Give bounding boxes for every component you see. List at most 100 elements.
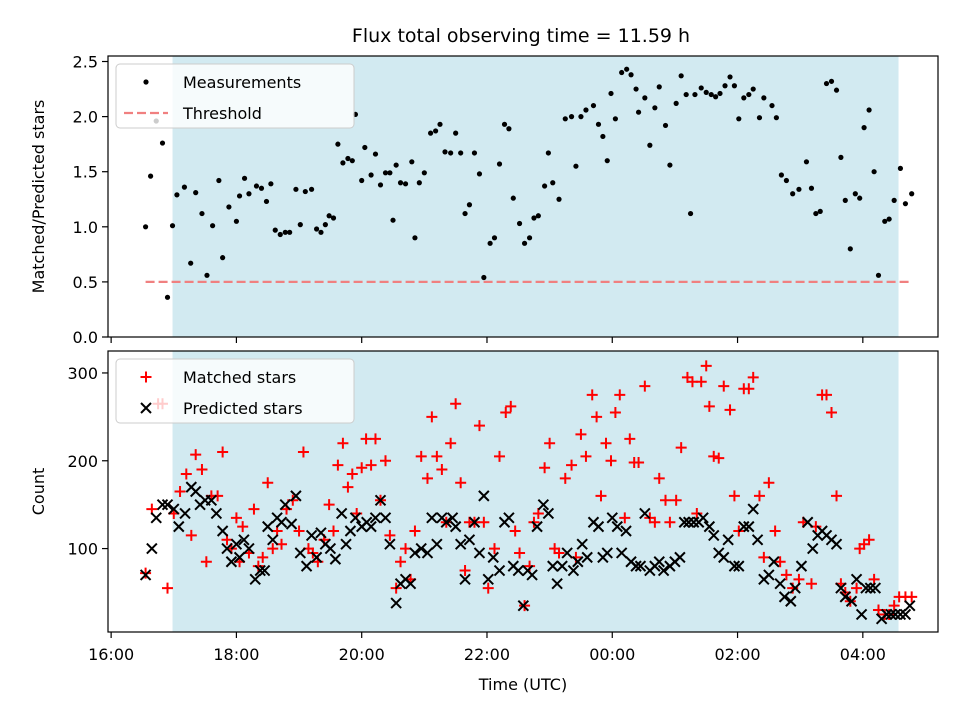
matched-star-point — [575, 428, 587, 440]
measurement-point — [823, 80, 830, 87]
matched-star-point — [356, 462, 368, 474]
top-ytick-label: 1.0 — [73, 218, 98, 237]
predicted-star-point — [839, 591, 851, 603]
top-ytick-label: 2.5 — [73, 53, 98, 72]
legend-label: Threshold — [182, 104, 262, 123]
predicted-star-point — [279, 498, 291, 511]
measurement-point — [241, 175, 248, 181]
matched-star-point — [743, 383, 755, 395]
matched-star-point — [262, 477, 274, 489]
predicted-star-point — [482, 573, 494, 586]
measurement-point — [578, 114, 584, 120]
measurement-point — [542, 183, 548, 189]
matched-star-point — [763, 477, 775, 489]
predicted-star-point — [611, 520, 623, 533]
bottom-series-1 — [139, 481, 916, 625]
matched-star-point — [200, 556, 212, 568]
measurement-point — [713, 94, 719, 100]
matched-star-point — [888, 600, 900, 612]
top-chart-title: Flux total observing time = 11.59 h — [352, 25, 690, 47]
predicted-star-point — [275, 516, 288, 528]
matched-star-point — [415, 450, 427, 462]
predicted-star-point — [880, 608, 893, 621]
matched-star-point — [514, 547, 526, 559]
matched-star-point — [831, 490, 843, 502]
matched-star-point — [257, 551, 269, 563]
predicted-star-point — [329, 553, 342, 565]
predicted-star-point — [768, 556, 780, 568]
predicted-star-point — [615, 547, 628, 559]
matched-star-point — [380, 455, 392, 467]
measurement-point — [604, 158, 610, 164]
predicted-star-point — [454, 538, 467, 550]
matched-star-point — [691, 507, 703, 519]
predicted-star-point — [205, 494, 218, 506]
measurement-point — [199, 210, 205, 217]
measurement-point — [382, 170, 389, 176]
measurement-point — [687, 210, 694, 217]
predicted-star-point — [657, 564, 670, 577]
measurement-point — [421, 170, 427, 176]
measurement-point — [886, 216, 892, 222]
measurement-point — [302, 188, 308, 195]
measurement-point — [619, 69, 625, 76]
measurement-point — [181, 184, 188, 190]
measurement-point — [624, 66, 630, 72]
predicted-star-point — [503, 512, 515, 524]
measurement-point — [635, 109, 642, 115]
matched-star-point — [500, 406, 512, 418]
measurement-point — [188, 260, 194, 266]
matched-star-point — [162, 582, 174, 594]
predicted-star-point — [567, 564, 580, 577]
matched-star-point — [553, 547, 565, 559]
top-ytick-label: 0.0 — [73, 328, 98, 347]
measurement-point — [909, 191, 915, 197]
measurement-point — [246, 191, 252, 197]
matched-star-point — [185, 529, 197, 541]
predicted-star-point — [674, 551, 686, 564]
measurement-point — [678, 73, 684, 79]
predicted-star-point — [738, 520, 750, 533]
predicted-star-point — [468, 516, 481, 528]
matched-star-point — [580, 450, 592, 462]
measurement-point — [258, 185, 265, 191]
measurement-point — [368, 172, 374, 178]
predicted-star-point — [639, 507, 651, 520]
matched-star-point — [639, 380, 651, 392]
predicted-star-point — [421, 547, 434, 559]
measurement-point — [174, 192, 180, 198]
predicted-star-point — [243, 542, 255, 555]
bottom-ytick-label: 300 — [67, 364, 98, 383]
bottom-ytick-label: 200 — [67, 452, 98, 471]
measurement-point — [308, 186, 315, 192]
measurement-point — [393, 162, 399, 168]
measurement-point — [326, 213, 332, 219]
measurement-point — [871, 169, 877, 175]
measurement-point — [349, 158, 355, 164]
measurement-point — [727, 74, 733, 80]
matched-star-point — [360, 433, 372, 445]
predicted-star-point — [687, 516, 700, 528]
matched-star-point — [174, 486, 186, 497]
measurement-point — [313, 226, 320, 232]
measurement-point — [501, 121, 508, 127]
xtick-label: 20:00 — [339, 645, 385, 664]
predicted-star-point — [300, 560, 313, 572]
predicted-star-point — [678, 516, 691, 528]
matched-star-point — [248, 503, 260, 515]
matched-star-point — [614, 389, 626, 401]
predicted-star-point — [722, 534, 734, 546]
predicted-star-point — [551, 577, 563, 590]
predicted-star-point — [335, 507, 348, 520]
measurement-point — [545, 150, 551, 156]
predicted-star-point — [894, 608, 907, 621]
predicted-star-point — [718, 551, 730, 564]
predicted-star-point — [743, 520, 755, 533]
bottom-legend-box — [115, 358, 355, 424]
matched-star-point — [820, 389, 832, 401]
predicted-star-point — [150, 512, 162, 524]
bottom-ylabel: Count — [29, 468, 48, 516]
measurement-point — [583, 107, 589, 113]
xtick-label: 00:00 — [589, 645, 635, 664]
